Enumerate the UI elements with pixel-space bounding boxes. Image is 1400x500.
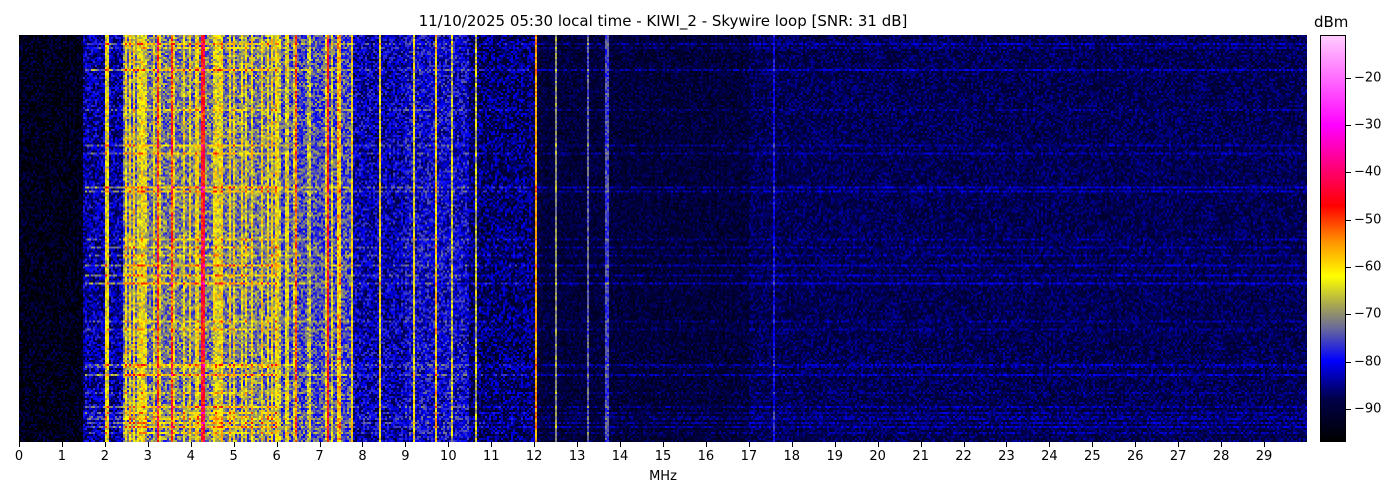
colorbar-tick (1346, 124, 1351, 126)
colorbar-label: dBm (1314, 13, 1349, 31)
x-tick-label: 17 (740, 449, 758, 464)
colorbar-tick-label: −50 (1354, 212, 1382, 228)
x-tick (19, 442, 20, 447)
x-tick (147, 442, 149, 447)
x-tick-label: 24 (1041, 449, 1058, 464)
x-axis-label: MHz (649, 469, 677, 484)
x-tick-label: 14 (611, 449, 629, 464)
x-tick-label: 7 (315, 449, 324, 464)
colorbar-tick-label: −20 (1354, 70, 1382, 86)
x-tick (491, 442, 493, 447)
x-tick (1221, 442, 1223, 447)
x-tick (877, 442, 879, 447)
x-tick-label: 29 (1255, 449, 1273, 464)
x-tick (405, 442, 407, 447)
x-tick (190, 442, 192, 447)
colorbar (1320, 35, 1346, 442)
x-tick-label: 23 (998, 449, 1015, 464)
x-tick-label: 21 (912, 449, 929, 464)
colorbar-tick (1346, 266, 1351, 268)
x-tick-label: 8 (358, 449, 367, 464)
colorbar-tick-label: −30 (1354, 117, 1382, 133)
x-tick (448, 442, 450, 447)
x-tick-label: 22 (955, 449, 972, 464)
x-tick (1092, 442, 1094, 447)
colorbar-tick (1346, 77, 1351, 79)
x-tick-label: 0 (14, 449, 24, 464)
x-tick (1264, 442, 1266, 447)
x-tick (577, 442, 579, 447)
x-tick-label: 1 (57, 449, 67, 464)
x-tick (362, 442, 364, 447)
x-tick (1049, 442, 1051, 447)
x-tick-label: 16 (697, 449, 715, 464)
x-tick (663, 442, 664, 447)
colorbar-tick-label: −70 (1354, 306, 1382, 322)
x-tick-label: 6 (272, 449, 281, 464)
x-tick-label: 11 (482, 449, 500, 464)
x-tick (834, 442, 836, 447)
colorbar-tick-label: −60 (1354, 259, 1382, 275)
x-tick-label: 18 (783, 449, 801, 464)
x-tick-label: 28 (1212, 449, 1230, 464)
x-tick-label: 15 (654, 449, 672, 464)
x-tick-label: 13 (568, 449, 586, 464)
colorbar-tick (1346, 172, 1351, 174)
x-tick-label: 4 (186, 449, 195, 464)
colorbar-tick (1346, 219, 1351, 221)
x-tick (1178, 442, 1180, 447)
x-tick-label: 20 (869, 449, 886, 464)
colorbar-tick-label: −90 (1354, 401, 1382, 417)
x-tick-label: 19 (826, 449, 843, 464)
x-tick (61, 442, 63, 447)
chart-title: 11/10/2025 05:30 local time - KIWI_2 - S… (418, 12, 908, 30)
waterfall-heatmap (19, 35, 1307, 442)
x-tick-label: 9 (401, 449, 410, 464)
x-tick-label: 2 (100, 449, 109, 464)
x-tick (534, 442, 536, 447)
colorbar-tick-label: −80 (1354, 354, 1382, 370)
x-tick-label: 12 (525, 449, 543, 464)
x-tick (705, 442, 707, 447)
colorbar-tick (1346, 361, 1351, 363)
x-tick (620, 442, 622, 447)
colorbar-tick-label: −40 (1354, 164, 1382, 180)
colorbar-tick (1346, 408, 1351, 410)
x-tick (233, 442, 235, 447)
x-tick-label: 27 (1169, 449, 1187, 464)
x-tick-label: 25 (1084, 449, 1101, 464)
x-tick (963, 442, 965, 447)
x-tick-label: 26 (1126, 449, 1144, 464)
x-tick (319, 442, 321, 447)
x-tick (1006, 442, 1008, 447)
x-tick-label: 3 (143, 449, 152, 464)
x-tick (920, 442, 922, 447)
x-tick (748, 442, 750, 447)
x-tick (1135, 442, 1137, 447)
x-tick (276, 442, 278, 447)
x-tick (791, 442, 793, 447)
colorbar-tick (1346, 314, 1351, 316)
x-tick-label: 10 (440, 449, 457, 464)
x-tick-label: 5 (229, 449, 238, 464)
x-tick (104, 442, 106, 447)
